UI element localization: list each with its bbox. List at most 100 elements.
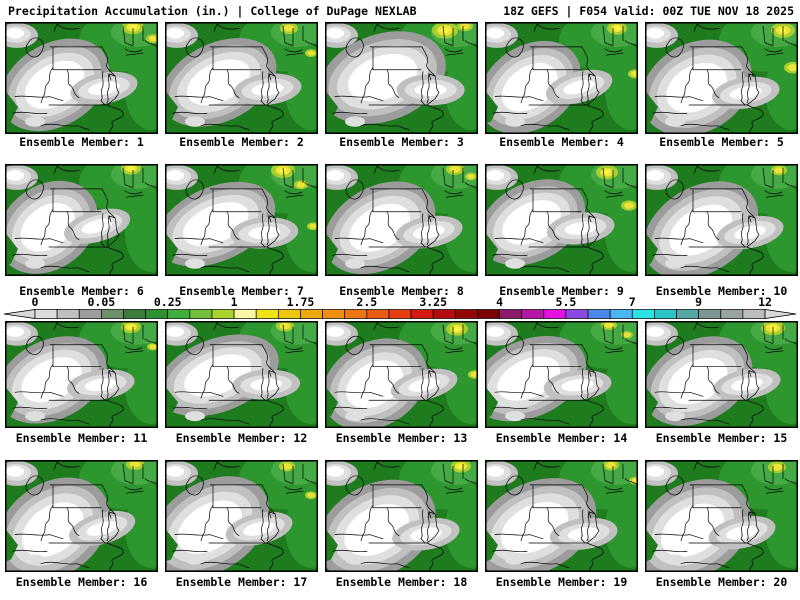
ensemble-map-panel — [165, 460, 318, 572]
ensemble-map-panel — [5, 22, 158, 134]
colorbar-tick-label: 1.75 — [286, 295, 315, 309]
ensemble-member-label: Ensemble Member: 5 — [659, 135, 784, 149]
ensemble-member-label: Ensemble Member: 19 — [495, 575, 628, 589]
model-run-info: 18Z GEFS | F054 Valid: 00Z TUE NOV 18 20… — [503, 4, 794, 18]
ensemble-map-panel — [485, 460, 638, 572]
precip-map — [5, 321, 158, 428]
colorbar-segment — [189, 309, 213, 319]
colorbar-segment — [742, 309, 766, 319]
colorbar-segment — [211, 309, 235, 319]
colorbar-tick-label: 3.25 — [419, 295, 448, 309]
colorbar-tick-label: 1 — [230, 295, 238, 309]
ensemble-map-panel — [325, 460, 478, 572]
colorbar-segment — [587, 309, 611, 319]
ensemble-member-label: Ensemble Member: 17 — [175, 575, 308, 589]
precip-map — [645, 460, 798, 572]
colorbar-segment — [499, 309, 523, 319]
ensemble-member-label: Ensemble Member: 1 — [19, 135, 144, 149]
colorbar-segment — [344, 309, 368, 319]
colorbar-segment — [609, 309, 633, 319]
ensemble-member-label: Ensemble Member: 13 — [335, 431, 468, 445]
colorbar-segment — [78, 309, 102, 319]
precip-map — [645, 321, 798, 428]
colorbar-segment — [101, 309, 124, 319]
precip-map — [325, 460, 478, 572]
colorbar-segment — [322, 309, 346, 319]
precip-map — [5, 22, 158, 134]
colorbar-segment — [56, 309, 80, 319]
colorbar-tick-label: 0.25 — [153, 295, 182, 309]
colorbar-tick-label: 9 — [695, 295, 703, 309]
ensemble-map-panel — [165, 22, 318, 134]
precip-map — [485, 164, 638, 276]
colorbar-right-arrow-icon — [764, 309, 797, 319]
colorbar: 0 0.05 0.25 1 1.75 2.5 3.25 4 5.5 7 9 12 — [0, 296, 800, 321]
ensemble-member-label: Ensemble Member: 8 — [339, 284, 464, 298]
ensemble-member-label: Ensemble Member: 4 — [499, 135, 624, 149]
precip-map — [165, 164, 318, 276]
colorbar-tick-labels: 0 0.05 0.25 1 1.75 2.5 3.25 4 5.5 7 9 12 — [0, 296, 800, 308]
ensemble-map-panel — [645, 164, 798, 276]
ensemble-member-label: Ensemble Member: 11 — [15, 431, 148, 445]
precip-map — [325, 321, 478, 428]
ensemble-map-panel — [325, 321, 478, 428]
ensemble-member-label: Ensemble Member: 7 — [179, 284, 304, 298]
precip-map — [485, 460, 638, 572]
ensemble-member-label: Ensemble Member: 6 — [19, 284, 144, 298]
precip-map — [485, 22, 638, 134]
ensemble-member-label: Ensemble Member: 10 — [655, 284, 788, 298]
colorbar-segment — [676, 309, 699, 319]
ensemble-map-panel — [645, 22, 798, 134]
ensemble-map-panel — [5, 164, 158, 276]
colorbar-segment — [34, 309, 58, 319]
colorbar-tick-label: 12 — [758, 295, 772, 309]
ensemble-map-panel — [485, 164, 638, 276]
colorbar-segment — [388, 309, 412, 319]
colorbar-segment — [277, 309, 301, 319]
colorbar-segment — [123, 309, 146, 319]
precip-map — [5, 460, 158, 572]
colorbar-tick-label: 0 — [31, 295, 39, 309]
ensemble-map-panel — [485, 22, 638, 134]
precip-map — [325, 22, 478, 134]
colorbar-tick-label: 2.5 — [356, 295, 378, 309]
colorbar-segment — [255, 309, 279, 319]
precip-map — [165, 22, 318, 134]
colorbar-segment — [543, 309, 567, 319]
precip-map — [485, 321, 638, 428]
ensemble-map-panel — [325, 164, 478, 276]
precip-map — [325, 164, 478, 276]
colorbar-segment — [233, 309, 257, 319]
ensemble-map-panel — [165, 164, 318, 276]
colorbar-segment — [477, 309, 500, 319]
precip-map — [645, 22, 798, 134]
colorbar-tick-label: 0.05 — [87, 295, 116, 309]
colorbar-segment — [720, 309, 744, 319]
ensemble-member-label: Ensemble Member: 18 — [335, 575, 468, 589]
colorbar-segment — [145, 309, 169, 319]
colorbar-segment — [631, 309, 655, 319]
colorbar-segment — [300, 309, 323, 319]
ensemble-map-panel — [325, 22, 478, 134]
ensemble-map-panel — [645, 321, 798, 428]
ensemble-member-label: Ensemble Member: 12 — [175, 431, 308, 445]
ensemble-member-label: Ensemble Member: 9 — [499, 284, 624, 298]
colorbar-tick-label: 5.5 — [555, 295, 577, 309]
ensemble-member-label: Ensemble Member: 16 — [15, 575, 148, 589]
ensemble-map-panel — [485, 321, 638, 428]
title-bar: Precipitation Accumulation (in.) | Colle… — [8, 4, 794, 18]
colorbar-segment — [366, 309, 390, 319]
ensemble-member-label: Ensemble Member: 2 — [179, 135, 304, 149]
ensemble-map-panel — [5, 460, 158, 572]
ensemble-member-label: Ensemble Member: 20 — [655, 575, 788, 589]
ensemble-map-panel — [5, 321, 158, 428]
colorbar-segment — [521, 309, 545, 319]
colorbar-scale — [3, 309, 797, 319]
colorbar-segment — [410, 309, 434, 319]
colorbar-segment — [167, 309, 191, 319]
precip-map — [645, 164, 798, 276]
precip-map — [165, 460, 318, 572]
colorbar-segment — [654, 309, 677, 319]
ensemble-member-label: Ensemble Member: 15 — [655, 431, 788, 445]
colorbar-segment — [432, 309, 456, 319]
